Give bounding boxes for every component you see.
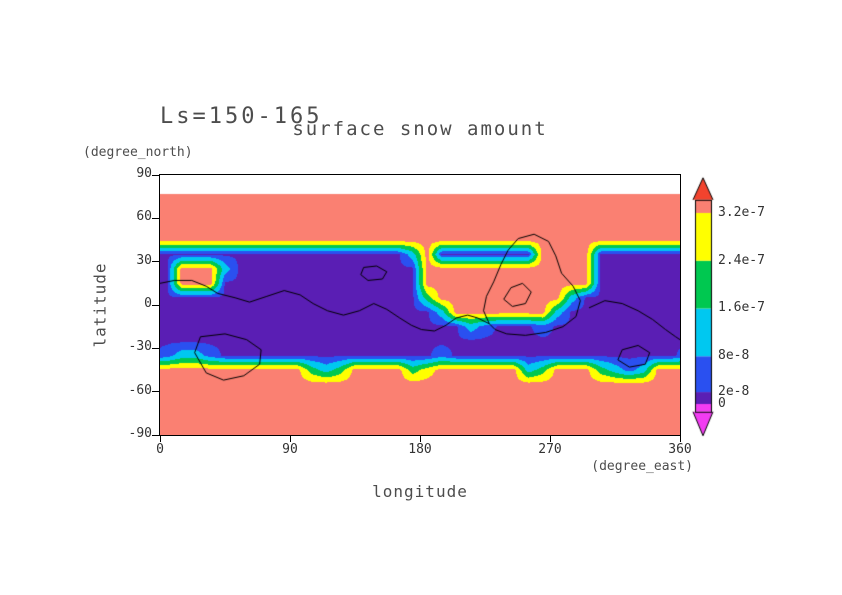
- colorbar-tick-label: 8e-8: [718, 348, 750, 364]
- x-tick-mark: [159, 436, 161, 442]
- y-tick-mark: [152, 304, 159, 306]
- y-tick-label: -90: [128, 426, 152, 441]
- map-canvas: [159, 174, 681, 436]
- season-label: Ls=150-165: [160, 104, 323, 129]
- plot-area: [159, 174, 681, 436]
- y-tick-label: 30: [136, 252, 152, 268]
- x-axis-unit-label: (degree_east): [591, 459, 693, 474]
- x-tick-label: 270: [538, 442, 562, 457]
- x-tick-label: 0: [156, 442, 164, 457]
- x-tick-label: 360: [668, 442, 692, 457]
- x-axis-label: longitude: [372, 482, 468, 501]
- colorbar-tick-label: 3.2e-7: [718, 204, 765, 220]
- x-tick-mark: [419, 436, 421, 442]
- chart-title: surface snow amount: [292, 118, 548, 140]
- x-tick-mark: [679, 436, 681, 442]
- colorbar-canvas: [690, 170, 760, 442]
- x-tick-label: 90: [282, 442, 298, 457]
- y-tick-mark: [152, 347, 159, 349]
- y-tick-mark: [152, 434, 159, 436]
- y-tick-mark: [152, 261, 159, 263]
- colorbar-tick-label: 0: [718, 396, 726, 411]
- y-tick-mark: [152, 174, 159, 176]
- y-tick-label: 60: [136, 209, 152, 225]
- x-tick-mark: [549, 436, 551, 442]
- x-tick-label: 180: [408, 442, 432, 457]
- y-tick-label: -30: [128, 339, 152, 355]
- y-tick-mark: [152, 217, 159, 219]
- x-tick-mark: [289, 436, 291, 442]
- y-tick-label: 90: [136, 166, 152, 181]
- y-tick-mark: [152, 391, 159, 393]
- y-tick-label: 0: [144, 296, 152, 311]
- colorbar-tick-label: 2e-8: [718, 384, 750, 400]
- colorbar-tick-label: 1.6e-7: [718, 300, 765, 316]
- y-tick-label: -60: [128, 382, 152, 398]
- y-axis-label: latitude: [90, 262, 110, 348]
- y-axis-unit-label: (degree_north): [83, 145, 193, 160]
- colorbar-tick-label: 2.4e-7: [718, 252, 765, 268]
